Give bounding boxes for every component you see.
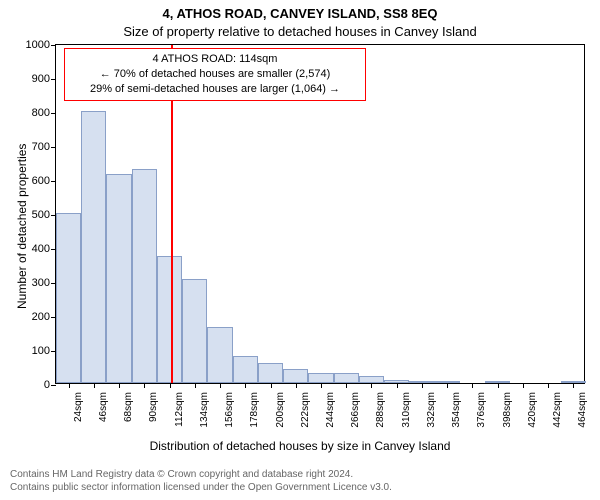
x-tick-label: 134sqm bbox=[199, 392, 210, 428]
chart-title-sub: Size of property relative to detached ho… bbox=[0, 24, 600, 39]
y-tick-label: 800 bbox=[32, 107, 50, 119]
x-tick-label: 90sqm bbox=[148, 392, 159, 422]
x-tick-mark bbox=[119, 383, 120, 388]
x-tick-label: 420sqm bbox=[527, 392, 538, 428]
histogram-bar bbox=[132, 169, 157, 383]
x-tick-mark bbox=[548, 383, 549, 388]
annotation-line: 4 ATHOS ROAD: 114sqm bbox=[71, 52, 359, 67]
histogram-bar bbox=[106, 174, 131, 383]
histogram-bar bbox=[157, 256, 182, 384]
histogram-bar bbox=[308, 373, 333, 383]
x-tick-mark bbox=[447, 383, 448, 388]
x-tick-label: 222sqm bbox=[300, 392, 311, 428]
x-tick-mark bbox=[220, 383, 221, 388]
x-tick-label: 310sqm bbox=[401, 392, 412, 428]
x-tick-mark bbox=[195, 383, 196, 388]
x-tick-mark bbox=[144, 383, 145, 388]
x-tick-mark bbox=[346, 383, 347, 388]
y-tick-mark bbox=[51, 79, 56, 80]
y-tick-label: 600 bbox=[32, 175, 50, 187]
marker-annotation-box: 4 ATHOS ROAD: 114sqm← 70% of detached ho… bbox=[64, 48, 366, 101]
x-tick-mark bbox=[296, 383, 297, 388]
y-tick-mark bbox=[51, 181, 56, 182]
x-tick-mark bbox=[498, 383, 499, 388]
y-tick-label: 500 bbox=[32, 209, 50, 221]
x-tick-label: 354sqm bbox=[451, 392, 462, 428]
x-axis-label: Distribution of detached houses by size … bbox=[0, 439, 600, 453]
y-tick-mark bbox=[51, 45, 56, 46]
y-tick-label: 100 bbox=[32, 345, 50, 357]
histogram-bar bbox=[182, 279, 207, 383]
x-tick-mark bbox=[321, 383, 322, 388]
x-tick-label: 464sqm bbox=[577, 392, 588, 428]
x-tick-mark bbox=[69, 383, 70, 388]
x-tick-label: 398sqm bbox=[502, 392, 513, 428]
y-tick-label: 700 bbox=[32, 141, 50, 153]
x-tick-mark bbox=[245, 383, 246, 388]
x-tick-mark bbox=[573, 383, 574, 388]
histogram-bar bbox=[233, 356, 258, 383]
x-tick-label: 178sqm bbox=[249, 392, 260, 428]
footer-line-1: Contains HM Land Registry data © Crown c… bbox=[10, 468, 590, 481]
y-tick-label: 300 bbox=[32, 277, 50, 289]
footer-line-2: Contains public sector information licen… bbox=[10, 481, 590, 494]
y-tick-label: 200 bbox=[32, 311, 50, 323]
x-tick-mark bbox=[523, 383, 524, 388]
x-tick-label: 332sqm bbox=[426, 392, 437, 428]
histogram-bar bbox=[258, 363, 283, 383]
x-tick-mark bbox=[397, 383, 398, 388]
histogram-bar bbox=[56, 213, 81, 383]
y-tick-label: 900 bbox=[32, 73, 50, 85]
histogram-bar bbox=[207, 327, 232, 383]
x-tick-mark bbox=[472, 383, 473, 388]
x-tick-label: 376sqm bbox=[476, 392, 487, 428]
x-tick-mark bbox=[371, 383, 372, 388]
x-tick-label: 266sqm bbox=[350, 392, 361, 428]
histogram-bar bbox=[81, 111, 106, 383]
x-tick-label: 46sqm bbox=[98, 392, 109, 422]
y-tick-label: 400 bbox=[32, 243, 50, 255]
histogram-bar bbox=[334, 373, 359, 383]
x-tick-mark bbox=[271, 383, 272, 388]
annotation-line: 29% of semi-detached houses are larger (… bbox=[71, 82, 359, 97]
y-tick-label: 0 bbox=[44, 379, 50, 391]
chart-title-main: 4, ATHOS ROAD, CANVEY ISLAND, SS8 8EQ bbox=[0, 6, 600, 21]
x-tick-mark bbox=[170, 383, 171, 388]
annotation-line: ← 70% of detached houses are smaller (2,… bbox=[71, 67, 359, 82]
x-tick-label: 112sqm bbox=[174, 392, 185, 427]
x-tick-label: 244sqm bbox=[325, 392, 336, 428]
histogram-bar bbox=[359, 376, 384, 383]
x-tick-label: 24sqm bbox=[73, 392, 84, 422]
x-tick-label: 288sqm bbox=[375, 392, 386, 428]
x-tick-mark bbox=[422, 383, 423, 388]
x-tick-label: 200sqm bbox=[275, 392, 286, 428]
x-tick-label: 442sqm bbox=[552, 392, 563, 428]
x-tick-label: 156sqm bbox=[224, 392, 235, 428]
histogram-bar bbox=[283, 369, 308, 383]
y-tick-mark bbox=[51, 147, 56, 148]
footer-attribution: Contains HM Land Registry data © Crown c… bbox=[10, 468, 590, 494]
y-tick-mark bbox=[51, 113, 56, 114]
x-tick-mark bbox=[94, 383, 95, 388]
x-tick-label: 68sqm bbox=[123, 392, 134, 422]
y-tick-mark bbox=[51, 385, 56, 386]
y-tick-label: 1000 bbox=[26, 39, 50, 51]
y-axis-label: Number of detached properties bbox=[15, 144, 29, 309]
